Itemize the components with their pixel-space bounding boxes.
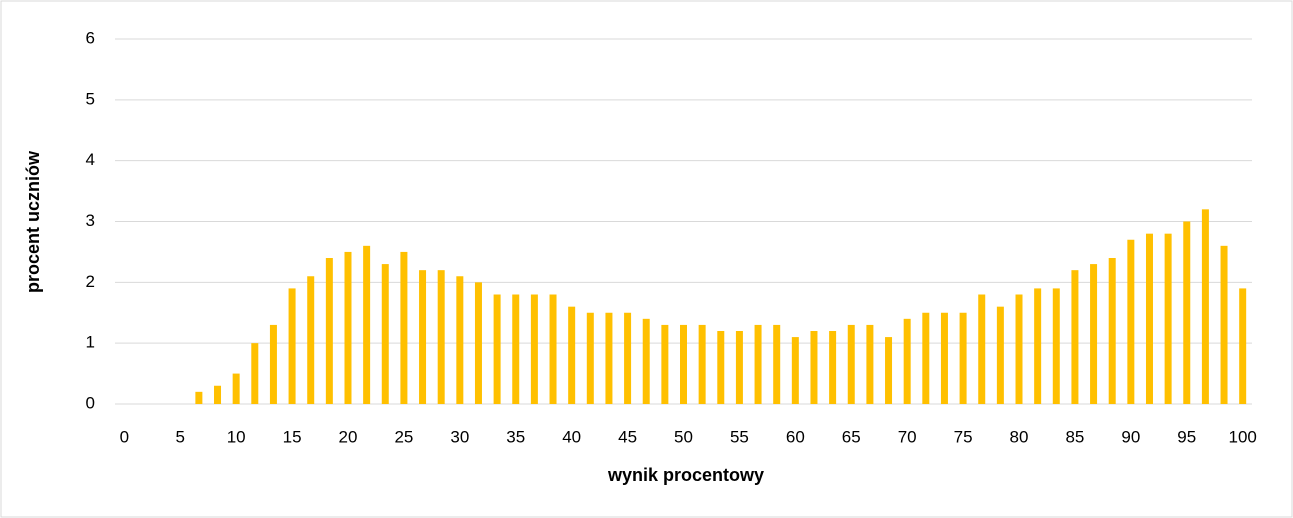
x-tick-label: 5	[176, 427, 185, 446]
x-tick-label: 15	[283, 427, 302, 446]
bar	[400, 251, 408, 404]
bar	[195, 391, 203, 404]
y-tick-label: 1	[86, 333, 95, 352]
y-tick-label: 2	[86, 272, 95, 291]
bar	[1108, 258, 1116, 404]
bar	[1090, 264, 1098, 404]
y-tick-label: 4	[86, 150, 95, 169]
bar	[1127, 239, 1135, 404]
bar	[1220, 245, 1228, 404]
x-tick-label: 85	[1065, 427, 1084, 446]
bar	[754, 324, 762, 404]
x-tick-label: 100	[1228, 427, 1256, 446]
bar	[530, 294, 538, 404]
x-tick-label: 90	[1121, 427, 1140, 446]
bar	[437, 270, 445, 404]
bar	[978, 294, 986, 404]
bar	[381, 264, 389, 404]
bar	[474, 282, 482, 404]
x-tick-label: 65	[842, 427, 861, 446]
y-tick-label: 6	[86, 28, 95, 47]
bar	[642, 318, 650, 404]
y-tick-label: 3	[86, 211, 95, 230]
bar	[512, 294, 520, 404]
bar	[1239, 288, 1247, 404]
bar	[1145, 233, 1153, 404]
bar	[493, 294, 501, 404]
bar	[325, 258, 333, 404]
x-tick-label: 25	[394, 427, 413, 446]
bar	[680, 324, 687, 404]
x-tick-label: 20	[339, 427, 358, 446]
bar	[214, 385, 222, 404]
x-tick-label: 40	[562, 427, 581, 446]
bar	[419, 270, 427, 404]
bar	[344, 251, 352, 404]
bar	[922, 312, 930, 404]
y-tick-label: 5	[86, 89, 95, 108]
bar	[1071, 270, 1079, 404]
x-tick-label: 0	[120, 427, 129, 446]
x-tick-label: 45	[618, 427, 637, 446]
bar	[363, 245, 371, 404]
x-tick-label: 70	[898, 427, 917, 446]
bar	[1164, 233, 1172, 404]
x-tick-label: 35	[506, 427, 525, 446]
bar	[810, 331, 818, 404]
x-axis-title: wynik procentowy	[607, 465, 764, 485]
x-tick-label: 75	[954, 427, 973, 446]
bar	[269, 324, 277, 404]
bar	[1183, 221, 1191, 404]
bar	[940, 312, 948, 404]
bar	[847, 324, 855, 404]
bar	[549, 294, 557, 404]
bar	[885, 337, 893, 404]
bar	[773, 324, 781, 404]
bar	[996, 306, 1004, 404]
bar	[959, 312, 967, 404]
x-tick-label: 30	[450, 427, 469, 446]
bar	[1015, 294, 1023, 404]
bar	[1052, 288, 1060, 404]
bar	[232, 373, 240, 404]
y-tick-label: 0	[86, 393, 95, 412]
bar	[624, 312, 632, 404]
bar	[698, 324, 706, 404]
x-tick-label: 10	[227, 427, 246, 446]
bar	[605, 312, 613, 404]
bar	[1201, 209, 1209, 404]
bar	[717, 331, 725, 404]
bar	[307, 276, 315, 404]
bar	[568, 306, 576, 404]
y-axis-title: procent uczniów	[23, 150, 43, 293]
x-tick-label: 95	[1177, 427, 1196, 446]
bar	[735, 331, 743, 404]
bar	[1034, 288, 1042, 404]
bar	[903, 318, 911, 404]
bar	[586, 312, 594, 404]
bar	[251, 343, 259, 404]
x-tick-label: 50	[674, 427, 693, 446]
x-tick-label: 80	[1010, 427, 1029, 446]
bar	[829, 331, 837, 404]
bar	[288, 288, 296, 404]
x-tick-label: 55	[730, 427, 749, 446]
x-tick-label: 60	[786, 427, 805, 446]
bar	[456, 276, 464, 404]
bar	[866, 324, 874, 404]
bar	[661, 324, 669, 404]
bar	[791, 337, 799, 404]
